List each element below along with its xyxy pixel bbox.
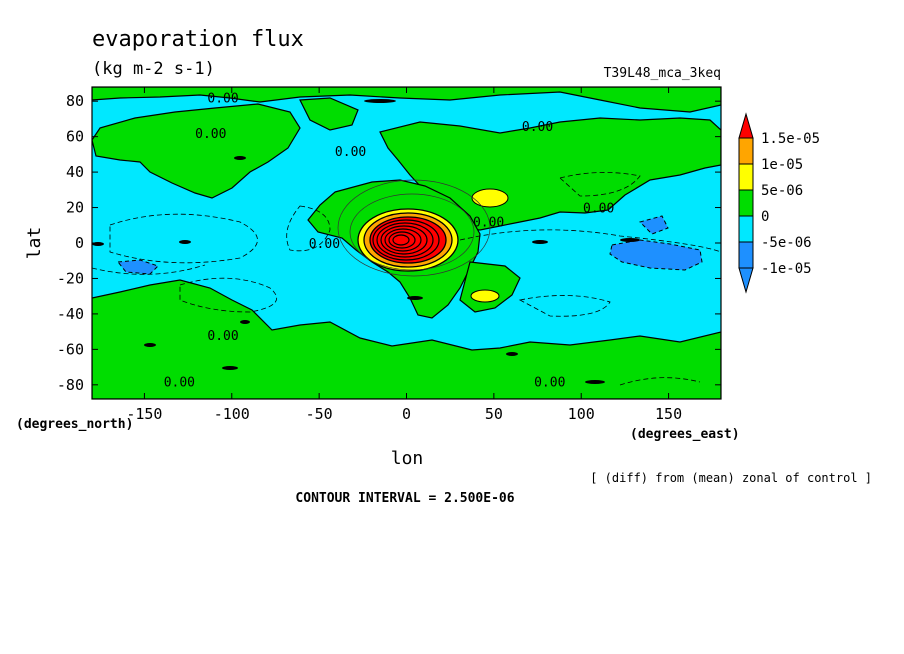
y-tick-label: -40 — [57, 305, 84, 323]
region-yellow-south — [470, 289, 500, 303]
y-tick-label: 40 — [66, 163, 84, 181]
colorbar-label: 1.5e-05 — [761, 131, 820, 147]
comparison-note: [ (diff) from (mean) zonal of control ] — [590, 471, 872, 485]
colorbar-bottom-arrow — [738, 267, 754, 294]
region-north-america — [92, 103, 301, 199]
colorbar: 1.5e-05 1e-05 5e-06 0 -5e-06 -1e-05 — [738, 112, 820, 294]
region-greenland — [299, 97, 359, 131]
x-axis: -150 -100 -50 0 50 100 150 — [126, 87, 682, 423]
x-tick-label: 100 — [568, 405, 595, 423]
colorbar-segment — [738, 189, 754, 217]
colorbar-label: 0 — [761, 209, 769, 225]
y-tick-label: -60 — [57, 340, 84, 358]
x-unit-label: (degrees_east) — [630, 427, 740, 442]
contour-interval-label: CONTOUR INTERVAL = 2.500E-06 — [295, 491, 514, 506]
y-tick-label: 60 — [66, 128, 84, 146]
region-west-pacific-strong-negative — [117, 259, 159, 275]
contour-label: 0.00 — [473, 216, 504, 231]
x-axis-title: lon — [391, 448, 424, 469]
region-yellow-asia — [471, 188, 509, 208]
run-label: T39L48_mca_3keq — [604, 66, 721, 81]
colorbar-segment — [738, 137, 754, 165]
colorbar-segment — [738, 241, 754, 269]
colorbar-label: 1e-05 — [761, 157, 803, 173]
x-tick-label: -150 — [126, 405, 162, 423]
contour-label: 0.00 — [522, 120, 553, 135]
chart-title: evaporation flux — [92, 27, 304, 52]
colorbar-label: -1e-05 — [761, 261, 812, 277]
dashed-negative-contours — [92, 172, 721, 386]
y-axis: 80 60 40 20 0 -20 -40 -60 -80 — [57, 92, 721, 394]
contour-label: 0.00 — [164, 375, 195, 390]
contour-labels: 0.00 0.00 0.00 0.00 0.00 0.00 0.00 0.00 0.00 0.00 — [164, 92, 615, 391]
x-tick-label: -100 — [214, 405, 250, 423]
central-maximum — [337, 179, 491, 277]
contour-label: 0.00 — [534, 375, 565, 390]
colorbar-top-arrow — [738, 112, 754, 139]
colorbar-segment — [738, 163, 754, 191]
contour-label: 0.00 — [309, 237, 340, 252]
x-tick-label: 50 — [485, 405, 503, 423]
contour-label: 0.00 — [207, 329, 238, 344]
contour-label: 0.00 — [583, 202, 614, 217]
plot-area: 0.00 0.00 0.00 0.00 0.00 0.00 0.00 0.00 0.00 0.00 — [92, 87, 721, 399]
y-tick-label: 80 — [66, 92, 84, 110]
contour-label: 0.00 — [195, 127, 226, 142]
y-tick-label: -20 — [57, 269, 84, 287]
y-tick-label: 20 — [66, 199, 84, 217]
region-pacific-strong-negative — [609, 239, 703, 271]
y-unit-label: (degrees_north) — [16, 417, 133, 432]
x-tick-label: -50 — [306, 405, 333, 423]
y-tick-label: -80 — [57, 376, 84, 394]
y-axis-title: lat — [24, 227, 45, 260]
contour-label: 0.00 — [207, 92, 238, 107]
y-tick-label: 0 — [75, 234, 84, 252]
colorbar-label: -5e-06 — [761, 235, 812, 251]
colorbar-segment — [738, 215, 754, 243]
region-north-polar-band — [92, 87, 721, 113]
x-tick-label: 0 — [402, 405, 411, 423]
region-indian-strong-negative — [639, 215, 669, 235]
colorbar-label: 5e-06 — [761, 183, 803, 199]
small-zero-contour-islands — [92, 99, 640, 384]
chart-units: (kg m-2 s-1) — [92, 59, 215, 79]
x-tick-label: 150 — [655, 405, 682, 423]
contour-label: 0.00 — [335, 145, 366, 160]
region-southern-ocean-band — [92, 279, 721, 399]
